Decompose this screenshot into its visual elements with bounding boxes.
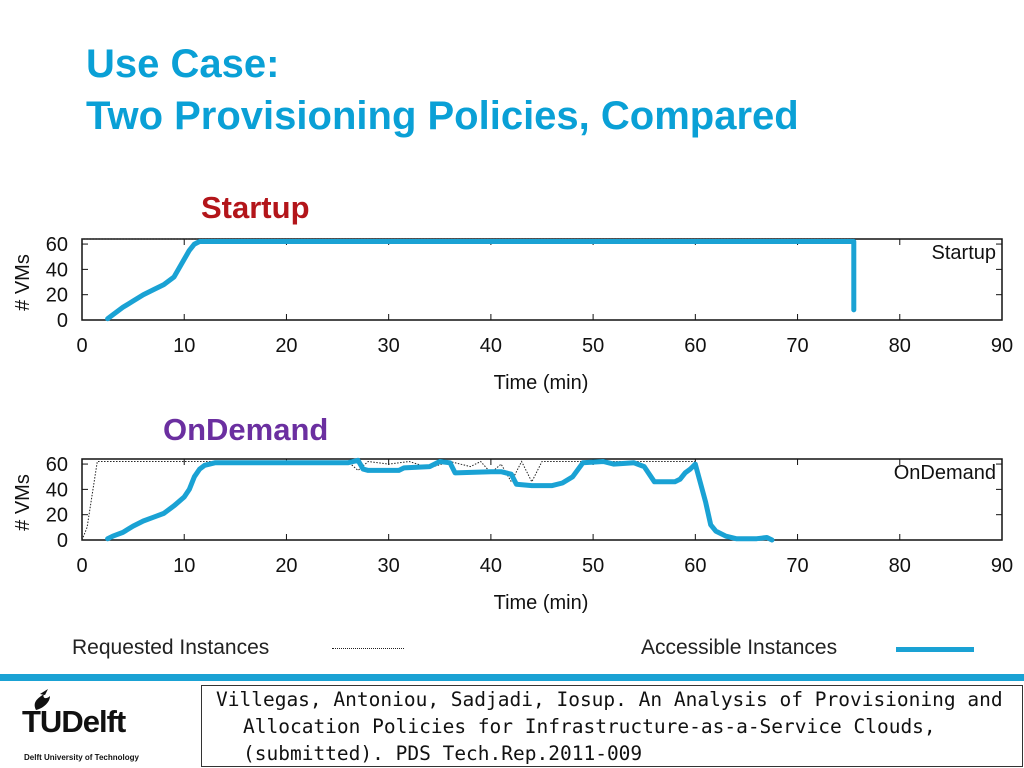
y-tick-label: 20 — [46, 505, 68, 527]
x-tick-label: 40 — [480, 555, 502, 577]
x-tick-label: 60 — [684, 335, 706, 357]
legend-requested-label: Requested Instances — [72, 636, 270, 659]
x-tick-label: 20 — [275, 555, 297, 577]
x-tick-label: 20 — [275, 335, 297, 357]
series-accessible-line — [105, 457, 775, 543]
x-tick-label: 10 — [173, 555, 195, 577]
ondemand-chart: 0 10 20 30 40 50 60 70 80 90 0 20 40 60 Time (min) # VM… — [12, 454, 1013, 614]
plot-frame — [81, 238, 1003, 321]
y-tick-label: 0 — [57, 310, 68, 332]
series-requested-line — [81, 460, 696, 541]
title-line-2: Two Provisioning Policies, Compared — [86, 94, 799, 138]
startup-chart: 0 10 20 30 40 50 60 70 80 90 0 20 40 60 Time (min) # VM… — [12, 234, 1013, 394]
tudelft-logo-subtitle: Delft University of Technology — [24, 753, 139, 762]
chart-legend-label: OnDemand — [894, 462, 996, 484]
x-tick-label: 70 — [786, 555, 808, 577]
y-tick-label: 60 — [46, 454, 68, 476]
y-tick-label: 40 — [46, 259, 68, 281]
y-axis-label: # VMs — [12, 254, 34, 311]
x-tick-label: 40 — [480, 335, 502, 357]
x-tick-label: 90 — [991, 335, 1013, 357]
y-tick-label: 40 — [46, 479, 68, 501]
citation-box: Villegas, Antoniou, Sadjadi, Iosup. An A… — [201, 685, 1023, 767]
x-axis-label: Time (min) — [494, 372, 589, 394]
legend-accessible-label: Accessible Instances — [641, 636, 838, 659]
x-tick-label: 70 — [786, 335, 808, 357]
x-tick-label: 30 — [378, 555, 400, 577]
title-line-1: Use Case: — [86, 42, 280, 86]
y-axis-label: # VMs — [12, 474, 34, 531]
x-tick-label: 80 — [889, 335, 911, 357]
flame-icon — [34, 689, 50, 710]
x-tick-label: 0 — [76, 335, 87, 357]
x-tick-label: 10 — [173, 335, 195, 357]
chart-legend-label: Startup — [932, 242, 996, 264]
series-accessible-line — [105, 239, 857, 322]
slide-title: Use Case: Two Provisioning Policies, Com… — [86, 38, 799, 142]
x-axis-label: Time (min) — [494, 592, 589, 614]
ondemand-heading: OnDemand — [163, 412, 329, 447]
x-tick-label: 0 — [76, 555, 87, 577]
y-tick-label: 20 — [46, 285, 68, 307]
x-tick-label: 30 — [378, 335, 400, 357]
y-tick-label: 0 — [57, 530, 68, 552]
footer-bar — [0, 674, 1024, 681]
legend-accessible-swatch — [896, 647, 974, 652]
plot-frame — [81, 458, 1003, 541]
tudelft-logo-text: TUDelft — [22, 704, 126, 739]
startup-heading: Startup — [201, 190, 310, 225]
x-tick-label: 80 — [889, 555, 911, 577]
x-tick-label: 50 — [582, 555, 604, 577]
x-tick-label: 50 — [582, 335, 604, 357]
legend-requested-swatch — [332, 648, 404, 649]
y-tick-label: 60 — [46, 234, 68, 256]
x-tick-label: 90 — [991, 555, 1013, 577]
x-tick-label: 60 — [684, 555, 706, 577]
